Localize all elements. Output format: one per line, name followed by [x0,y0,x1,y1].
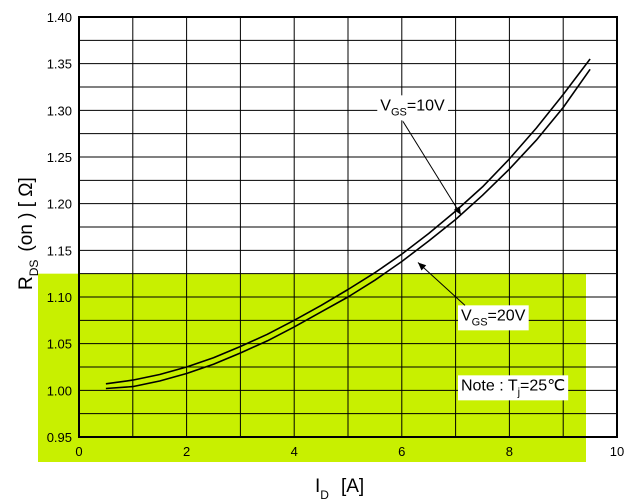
annotation-label-3: Note : Tj=25℃ [461,377,565,398]
series-line-1 [105,58,591,385]
series-line-2 [105,68,591,390]
y-tick-label: 1.25 [47,150,72,165]
y-tick-label: 1.30 [47,103,72,118]
annotation-arrow-1 [402,121,462,216]
x-axis-label-sub: D [320,488,329,502]
x-tick-label: 2 [183,444,190,459]
y-tick-label: 0.95 [47,430,72,445]
y-tick-label: 1.35 [47,57,72,72]
y-tick-label: 1.10 [47,290,72,305]
y-tick-label: 1.20 [47,197,72,212]
x-tick-label: 8 [506,444,513,459]
annotation-arrow-2 [417,262,466,306]
y-axis-label-main: R [16,276,37,290]
annotation-layer: VGS=10V VGS=20V Note : Tj=25℃ [377,95,569,401]
annotation-arrowhead-2 [417,262,427,271]
x-tick-label: 10 [610,444,624,459]
x-tick-label: 6 [398,444,405,459]
y-tick-label: 1.40 [47,10,72,25]
y-tick-label: 1.00 [47,383,72,398]
y-axis-label-sub: DS [27,260,41,277]
series-layer [105,58,591,390]
highlight-band-layer [38,273,586,462]
tick-label-layer: 0 2 4 6 8 10 0.95 1.00 1.05 1.10 1.15 1.20 1.25 1.30 1… [47,10,624,459]
x-axis-label-unit: [A] [341,476,364,497]
highlight-band [38,273,586,462]
annotation-box-2 [457,305,529,331]
x-tick-label: 4 [291,444,298,459]
plot-frame [78,16,618,438]
annotation-label-2: VGS=20V [461,307,526,328]
y-axis-label-rest: (on ) [ Ω] [16,177,37,251]
y-axis-label: RDS (on ) [ Ω] [16,177,41,290]
annotation-label-1: VGS=10V [380,97,445,118]
y-tick-label: 1.15 [47,243,72,258]
x-tick-label: 0 [75,444,82,459]
annotation-box-3 [457,375,569,401]
annotation-arrowhead-1 [453,206,461,215]
x-axis-label-main: I [315,476,320,497]
x-axis-label: ID [A] [315,476,364,502]
y-tick-label: 1.05 [47,337,72,352]
annotation-box-1 [377,95,448,121]
